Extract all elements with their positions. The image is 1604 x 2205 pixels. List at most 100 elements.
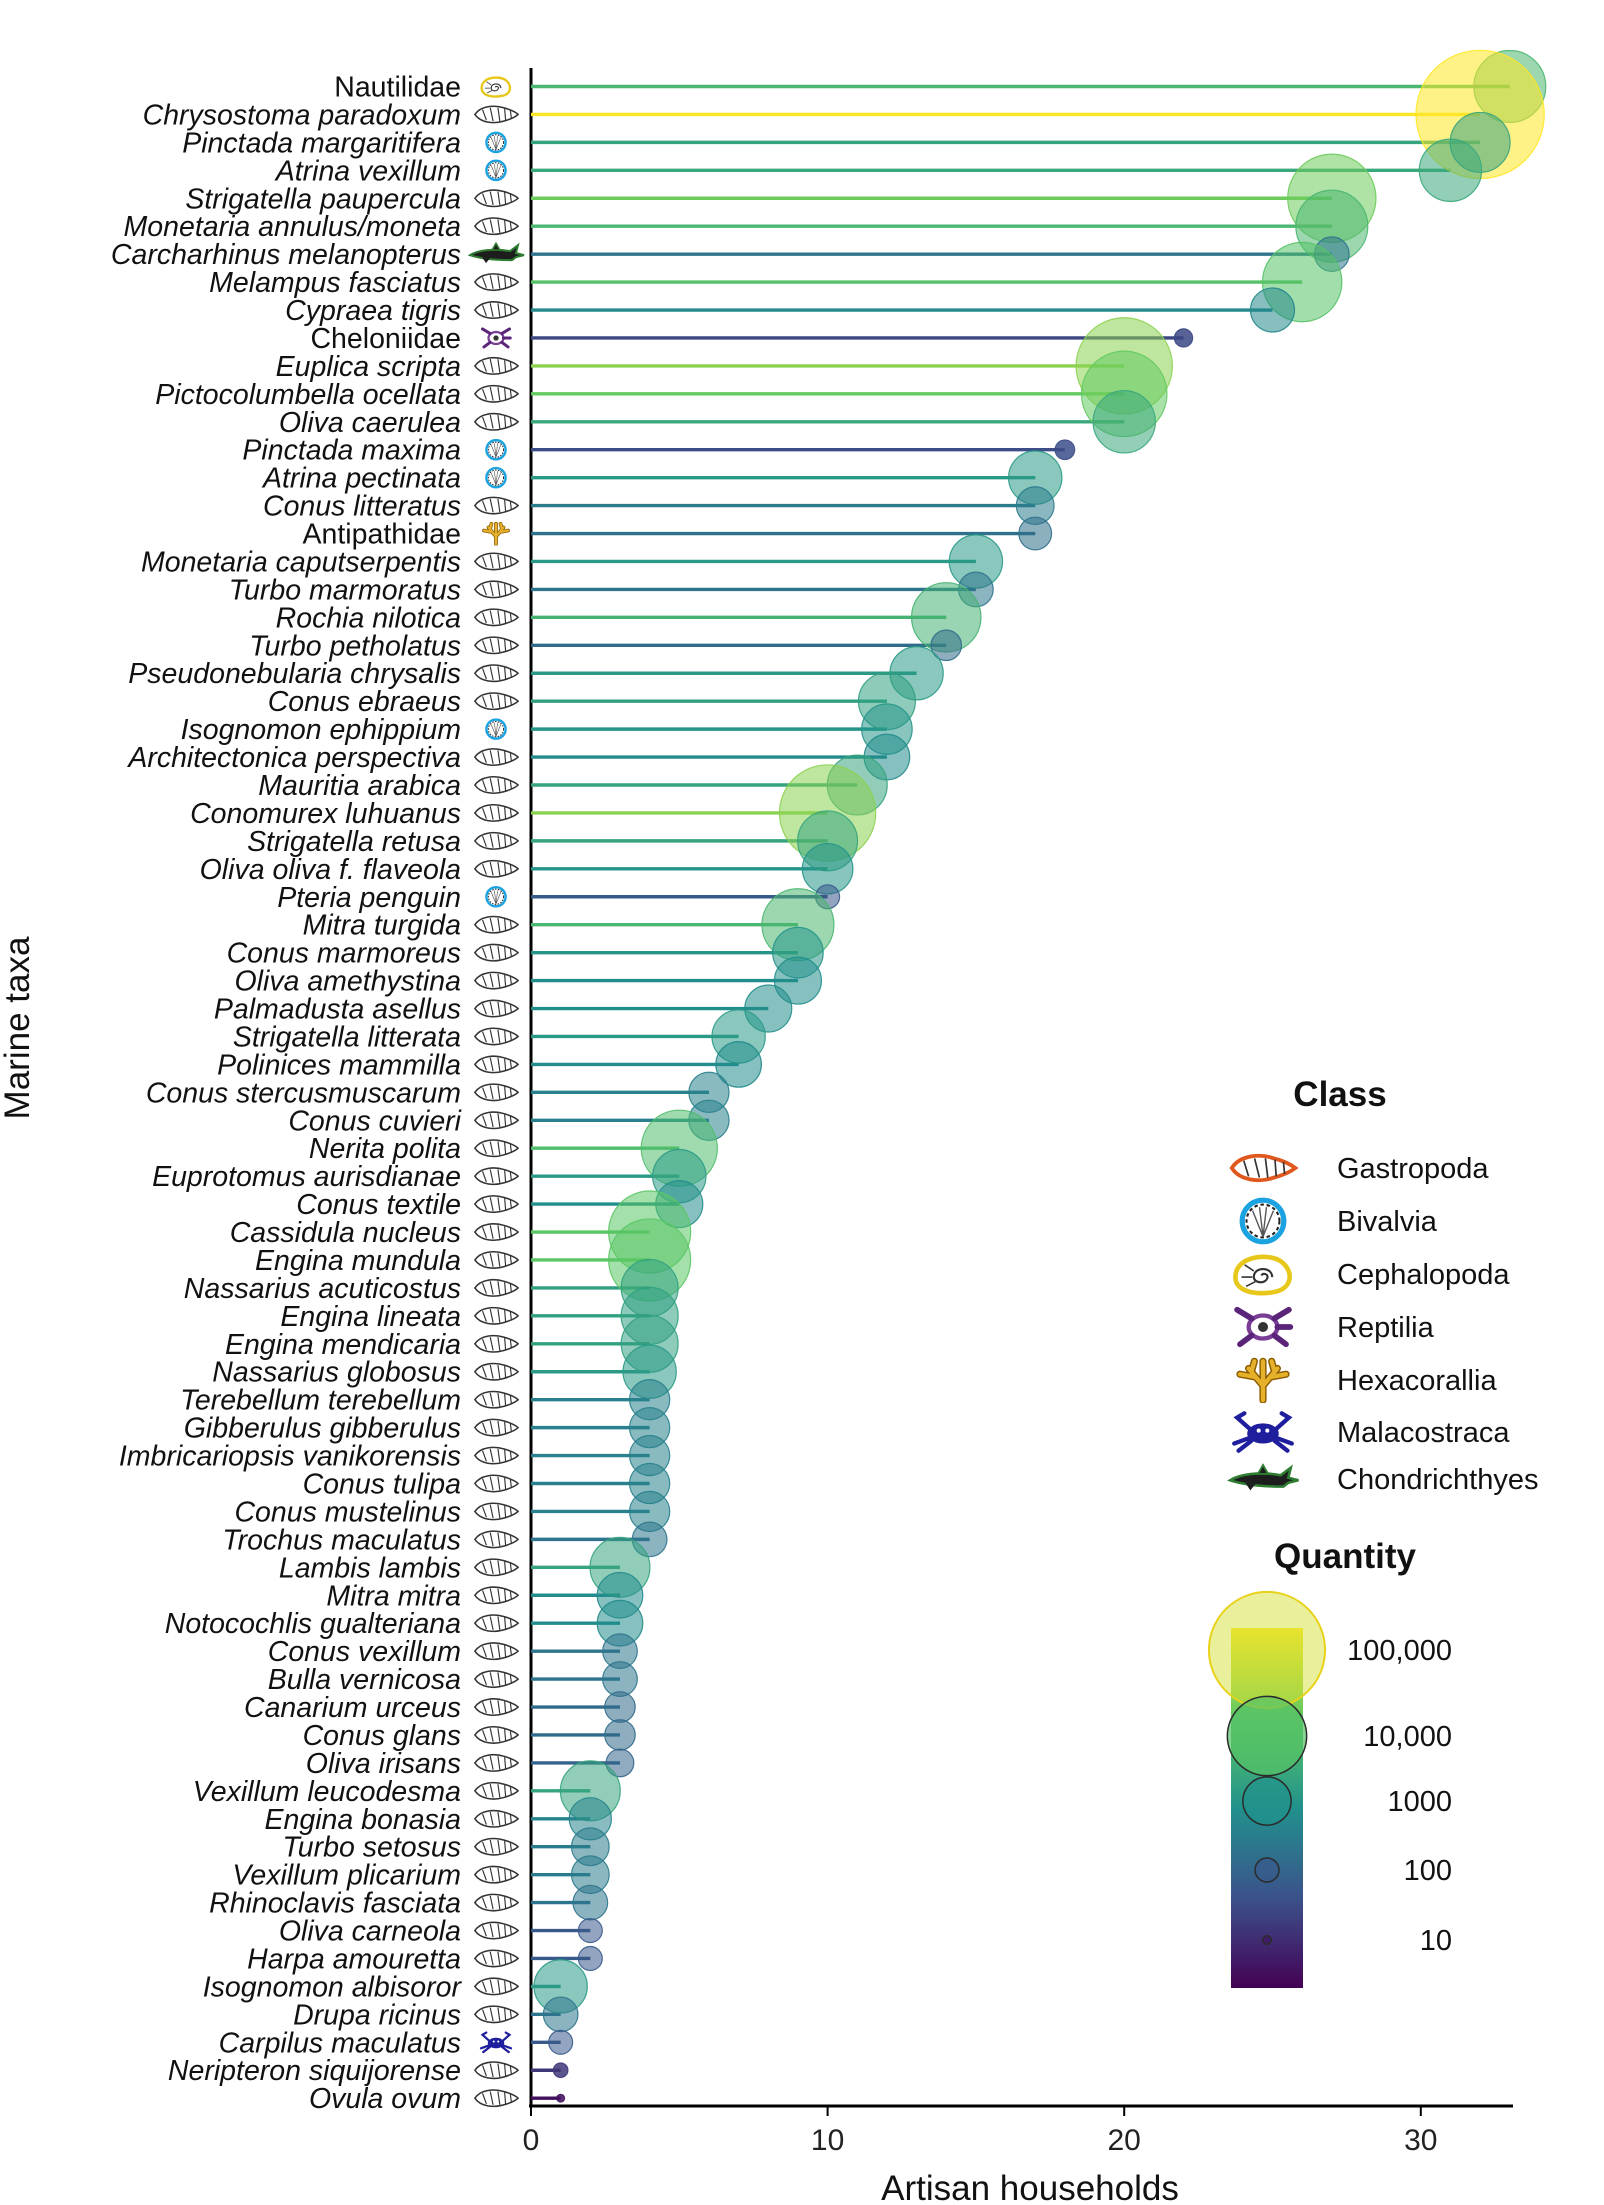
taxon-label: Vexillum plicarium [232,1860,461,1892]
gastropoda-icon [474,217,519,236]
lollipop-dot [930,629,963,662]
gastropoda-icon [474,1418,519,1437]
gastropoda-icon [474,2005,519,2024]
taxon-label: Polinices mammilla [217,1049,461,1081]
taxon-label: Vexillum leucodesma [193,1776,461,1808]
lollipop-dot [604,1719,636,1751]
gastropoda-icon [474,999,519,1018]
taxon-label: Nerita polita [309,1133,461,1165]
taxon-label: Pictocolumbella ocellata [155,379,461,411]
cephalopoda-icon [479,75,512,99]
gastropoda-icon [474,831,519,850]
quantity-legend-circle [1254,1857,1280,1883]
crab-icon [1234,1413,1292,1450]
gastropoda-icon [474,1670,519,1689]
gastropoda-icon [474,608,519,627]
class-legend: Class Gastropoda Bivalvia Cephalopoda Repti… [1228,1075,1539,1496]
taxon-label: Conus mustelinus [234,1496,461,1528]
gastropoda-icon [474,692,519,711]
gastropoda-icon [474,412,519,431]
taxon-label: Engina mundula [255,1245,461,1277]
gastropoda-icon [474,384,519,403]
lollipop-dot [577,1945,603,1972]
taxon-label: Carcharhinus melanopterus [111,239,461,271]
class-legend-title: Class [1293,1075,1386,1114]
taxon-label: Conus litteratus [263,491,461,523]
lollipop-dot [715,1041,763,1088]
gastropoda-icon [474,915,519,934]
taxon-label: Ovula ovum [309,2083,461,2115]
gastropoda-icon [474,1781,519,1800]
taxon-label: Mauritia arabica [258,770,461,802]
taxon-label: Melampus fasciatus [209,267,461,299]
gastropoda-icon [474,1949,519,1968]
taxon-label: Oliva oliva f. flaveola [200,854,461,886]
taxon-label: Imbricariopsis vanikorensis [119,1441,461,1473]
lollipop-dot [542,1996,579,2033]
bivalvia-icon [486,720,505,739]
taxon-label: Architectonica perspectiva [126,742,461,774]
taxon-label: Oliva irisans [306,1748,461,1780]
gastropoda-icon [474,1111,519,1130]
gastropoda-icon [474,1725,519,1744]
taxon-label: Isognomon albisoror [203,1971,463,2003]
gastropoda-icon [474,356,519,375]
lollipop-dot [602,1661,638,1697]
taxon-label: Rochia nilotica [276,602,461,634]
lollipop-dot [1018,516,1053,551]
quantity-legend-circle [1226,1695,1308,1777]
quantity-legend-label: 10,000 [1363,1721,1452,1753]
gastropoda-icon [474,803,519,822]
taxon-label: Isognomon ephippium [181,714,461,746]
gastropoda-icon [474,1362,519,1381]
taxon-label: Monetaria annulus/moneta [124,211,461,243]
lollipop-dot [556,2093,566,2103]
taxon-label: Conus textile [296,1189,461,1221]
gastropoda-icon [474,496,519,515]
quantity-legend-label: 1000 [1387,1786,1452,1818]
taxon-label: Euplica scripta [276,351,461,383]
gastropoda-icon [474,776,519,794]
lollipop-dot [1418,138,1483,203]
taxon-label: Neripteron siquijorense [168,2055,461,2087]
gastropoda-icon [474,580,519,599]
taxon-label: Canarium urceus [244,1692,461,1724]
quantity-legend-circle [1242,1776,1292,1826]
taxon-label: Conomurex luhuanus [190,798,461,830]
lollipop-dots [533,49,1547,2103]
shark-icon [1228,1463,1300,1492]
quantity-legend-label: 100 [1404,1855,1452,1887]
quantity-legend-circle [1207,1590,1327,1710]
taxon-label: Cypraea tigris [285,295,461,327]
taxon-label: Strigatella retusa [247,826,461,858]
gastropoda-icon [474,1167,519,1186]
taxon-label: Engina bonasia [265,1804,462,1836]
taxon-label: Conus vexillum [268,1636,461,1668]
quantity-legend-circle [1261,1934,1273,1946]
gastropoda-icon [474,1558,519,1577]
lollipop-dot [1054,439,1076,461]
taxon-label: Oliva carneola [279,1916,461,1948]
gastropoda-icon [474,1642,519,1661]
gastropoda-icon [474,1083,519,1102]
taxon-label: Chrysostoma paradoxum [143,99,461,131]
gastropod-shell-icon [1232,1156,1296,1180]
lollipop-stems [531,84,1510,2100]
quantity-legend-label: 10 [1420,1925,1452,1957]
gastropoda-icon [474,1334,519,1353]
taxon-label: Monetaria caputserpentis [141,546,461,578]
x-axis-ticks: 0 10 20 30 [523,2106,1437,2157]
x-tick-label: 10 [811,2124,844,2157]
taxon-label: Engina lineata [280,1301,461,1333]
class-legend-label: Reptilia [1337,1312,1435,1344]
taxon-label: Conus glans [303,1720,461,1752]
taxon-label: Palmadusta asellus [214,994,461,1026]
malacostraca-icon [479,2031,513,2054]
quantity-legend-title: Quantity [1274,1537,1416,1576]
taxon-label: Cassidula nucleus [230,1217,461,1249]
gastropoda-icon [474,1055,519,1074]
gastropoda-icon [474,1278,519,1297]
gastropoda-icon [474,1223,519,1242]
taxon-label: Drupa ricinus [293,1999,461,2031]
